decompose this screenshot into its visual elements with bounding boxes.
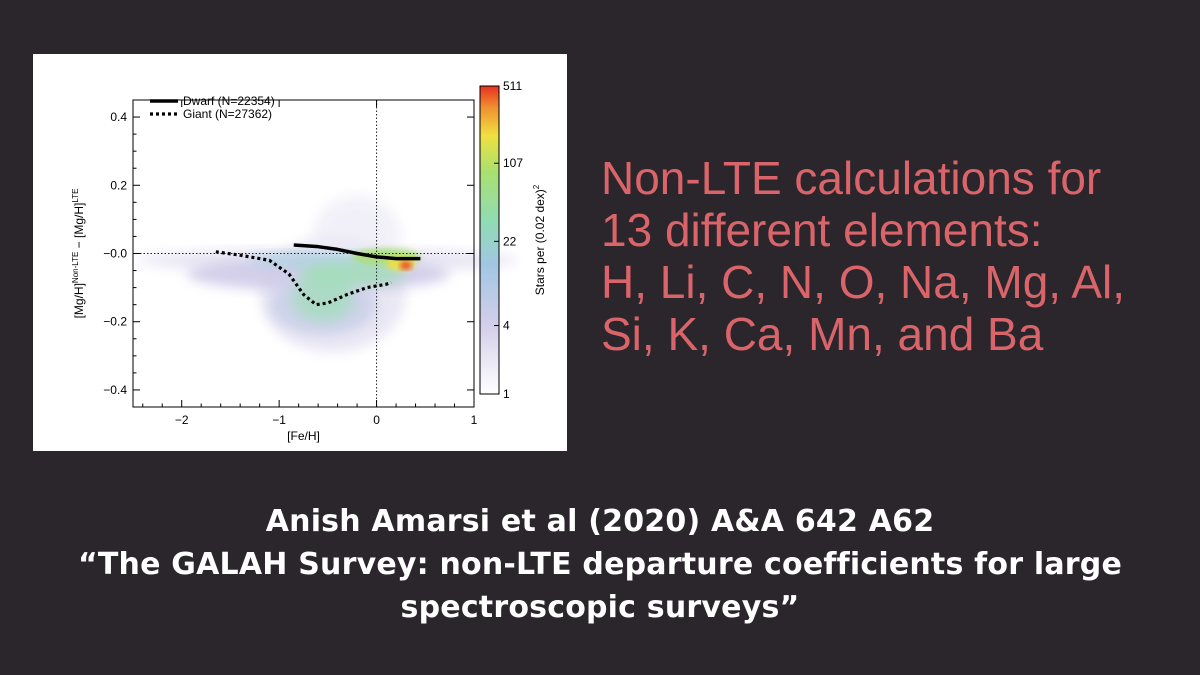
citation-line: Anish Amarsi et al (2020) A&A 642 A62 — [265, 504, 935, 539]
headline-line: 13 different elements: — [601, 204, 1043, 256]
x-tick-label: −2 — [175, 413, 189, 427]
giant-series-line — [215, 250, 392, 307]
headline-line: H, Li, C, N, O, Na, Mg, Al, — [601, 256, 1126, 308]
figure-panel: −2 −1 0 1 0.4 0.2 −0.0 −0.2 −0.4 [Fe/H] [Mg/H]Non-… — [33, 54, 567, 451]
x-tick-label: 0 — [373, 413, 380, 427]
colorbar-gradient — [479, 85, 500, 395]
y-tick-label: −0.0 — [103, 247, 127, 261]
colorbar: 1 4 22 107 511 Stars per (0.02 dex)2 — [479, 79, 547, 401]
headline-line: Non-LTE calculations for — [601, 152, 1102, 204]
dwarf-series-line — [293, 243, 421, 261]
legend-label-giant: Giant (N=27362) — [183, 107, 272, 121]
density-blob — [399, 261, 412, 270]
colorbar-label: Stars per (0.02 dex)2 — [532, 184, 547, 295]
colorbar-tick-label: 1 — [503, 387, 510, 401]
x-tick-label: 1 — [471, 413, 478, 427]
density-blob — [298, 262, 406, 286]
y-tick-label: −0.4 — [103, 383, 127, 397]
citation: Anish Amarsi et al (2020) A&A 642 A62 “T… — [0, 500, 1200, 629]
colorbar-tick-label: 511 — [503, 79, 522, 93]
y-tick-label: 0.4 — [110, 110, 127, 124]
y-tick-label: −0.2 — [103, 315, 127, 329]
citation-line: spectroscopic surveys” — [400, 590, 800, 625]
x-axis-label: [Fe/H] — [287, 429, 320, 443]
headline-line: Si, K, Ca, Mn, and Ba — [601, 308, 1044, 360]
density-chart: −2 −1 0 1 0.4 0.2 −0.0 −0.2 −0.4 [Fe/H] [Mg/H]Non-… — [71, 79, 547, 443]
colorbar-tick-label: 22 — [503, 234, 517, 248]
density-cloud — [137, 195, 518, 353]
y-tick-label: 0.2 — [110, 178, 127, 192]
x-tick-label: −1 — [272, 413, 286, 427]
density-blob — [291, 273, 355, 322]
headline: Non-LTE calculations for 13 different el… — [601, 152, 1181, 360]
colorbar-tick-label: 4 — [503, 319, 510, 333]
legend-label-dwarf: Dwarf (N=22354) — [183, 94, 275, 108]
chart-legend: Dwarf (N=22354)Giant (N=27362) — [150, 94, 275, 121]
citation-line: “The GALAH Survey: non-LTE departure coe… — [77, 547, 1123, 582]
colorbar-tick-label: 107 — [503, 156, 523, 170]
y-axis-label: [Mg/H]Non-LTE − [Mg/H]LTE — [71, 189, 86, 319]
